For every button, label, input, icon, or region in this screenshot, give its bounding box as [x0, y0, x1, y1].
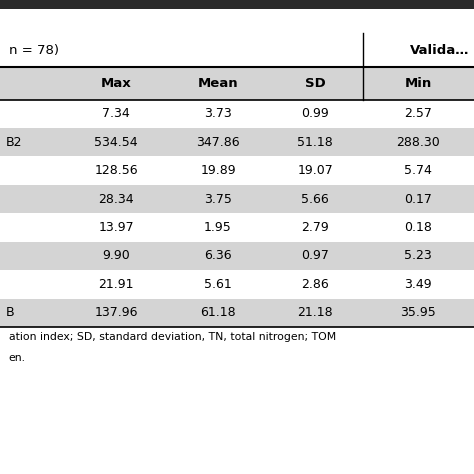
Text: 1.95: 1.95	[204, 221, 232, 234]
Bar	[0, 185, 474, 213]
Bar	[0, 0, 474, 9]
Text: 6.36: 6.36	[204, 249, 232, 263]
Text: ation index; SD, standard deviation, TN, total nitrogen; TOM: ation index; SD, standard deviation, TN,…	[9, 332, 336, 342]
Text: Min: Min	[405, 77, 432, 90]
Text: 288.30: 288.30	[396, 136, 440, 149]
Text: 61.18: 61.18	[200, 306, 236, 319]
Text: SD: SD	[305, 77, 326, 90]
Bar	[0, 242, 474, 270]
Text: 5.61: 5.61	[204, 278, 232, 291]
Text: en.: en.	[9, 353, 26, 363]
Text: 3.49: 3.49	[404, 278, 432, 291]
Text: 2.79: 2.79	[301, 221, 329, 234]
Bar	[0, 128, 474, 156]
Bar	[0, 156, 474, 185]
Text: Max: Max	[101, 77, 131, 90]
Bar	[0, 299, 474, 327]
Text: 0.99: 0.99	[301, 107, 329, 120]
Bar	[0, 33, 474, 67]
Text: 13.97: 13.97	[98, 221, 134, 234]
Text: 5.23: 5.23	[404, 249, 432, 263]
Text: B2: B2	[6, 136, 22, 149]
Text: 28.34: 28.34	[98, 192, 134, 206]
Text: 534.54: 534.54	[94, 136, 138, 149]
Bar	[0, 67, 474, 100]
Text: 2.86: 2.86	[301, 278, 329, 291]
Text: 5.74: 5.74	[404, 164, 432, 177]
Text: n = 78): n = 78)	[9, 44, 58, 57]
Text: Mean: Mean	[198, 77, 238, 90]
Bar	[0, 33, 474, 58]
Text: 51.18: 51.18	[297, 136, 333, 149]
Text: 347.86: 347.86	[196, 136, 240, 149]
Text: 128.56: 128.56	[94, 164, 138, 177]
Bar	[0, 213, 474, 242]
Text: 9.90: 9.90	[102, 249, 130, 263]
Text: 2.57: 2.57	[404, 107, 432, 120]
Text: B: B	[6, 306, 14, 319]
Text: 19.07: 19.07	[297, 164, 333, 177]
Text: 0.17: 0.17	[404, 192, 432, 206]
Text: 0.97: 0.97	[301, 249, 329, 263]
Bar	[0, 100, 474, 128]
Text: Valida…: Valida…	[410, 44, 469, 57]
Text: 7.34: 7.34	[102, 107, 130, 120]
Text: 19.89: 19.89	[200, 164, 236, 177]
Text: 3.75: 3.75	[204, 192, 232, 206]
Text: 35.95: 35.95	[401, 306, 436, 319]
Text: 137.96: 137.96	[94, 306, 138, 319]
Text: 21.18: 21.18	[297, 306, 333, 319]
Text: 3.73: 3.73	[204, 107, 232, 120]
Text: 0.18: 0.18	[404, 221, 432, 234]
Text: 5.66: 5.66	[301, 192, 329, 206]
Text: 21.91: 21.91	[99, 278, 134, 291]
Bar	[0, 270, 474, 299]
